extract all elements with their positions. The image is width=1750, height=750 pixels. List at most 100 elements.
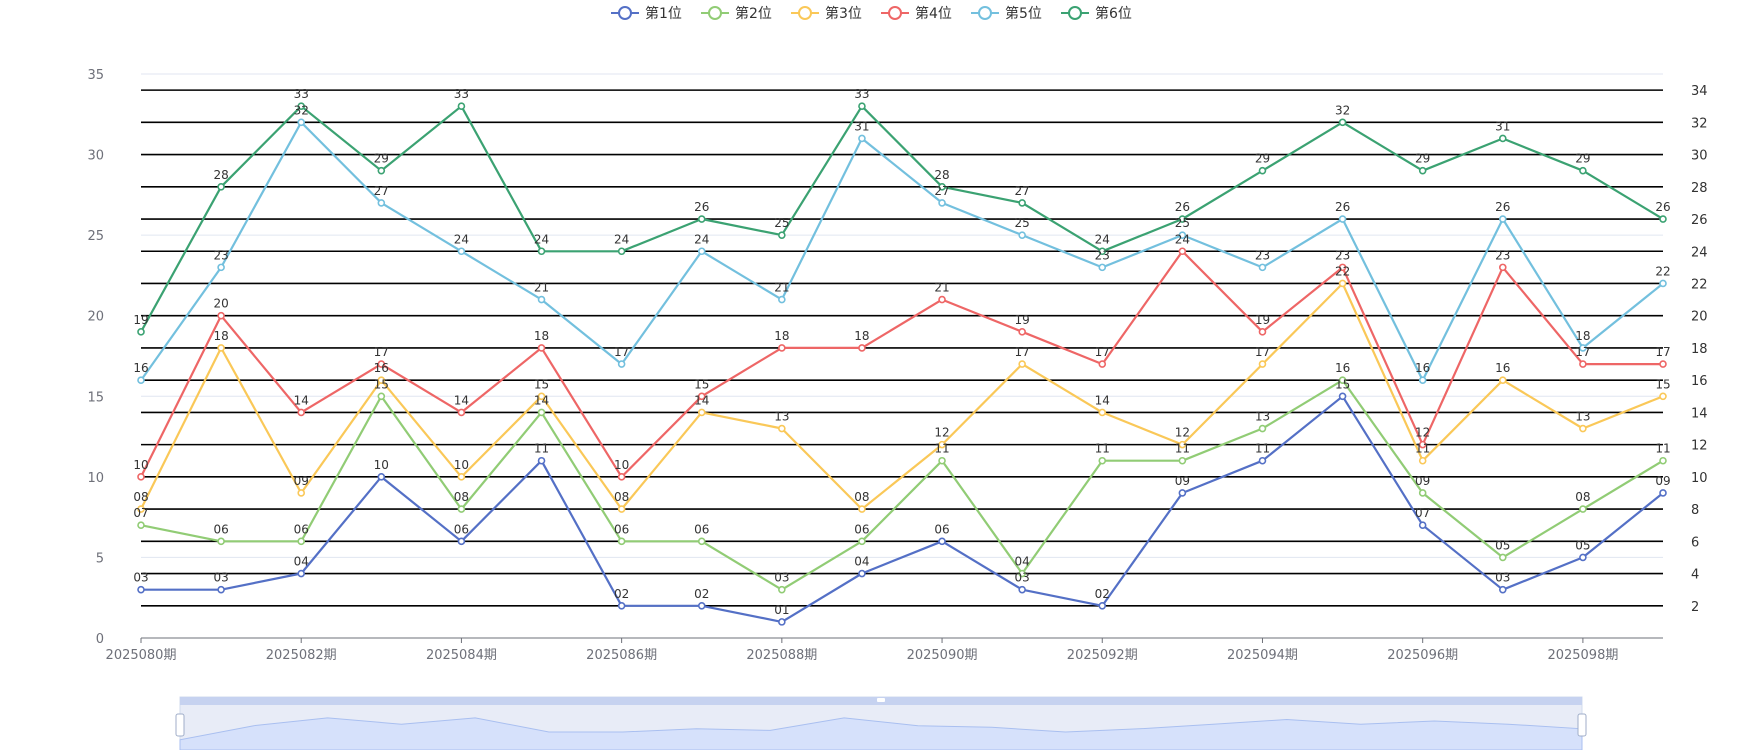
data-point[interactable] [457, 537, 466, 546]
data-point[interactable] [377, 473, 386, 481]
data-point[interactable] [617, 537, 626, 546]
data-point[interactable] [697, 215, 706, 223]
data-point[interactable] [1659, 215, 1667, 223]
data-point[interactable] [1418, 521, 1427, 530]
data-point[interactable] [1659, 279, 1667, 288]
data-point[interactable] [217, 263, 225, 272]
data-point[interactable] [938, 456, 946, 465]
data-point[interactable] [1338, 392, 1347, 401]
legend-item-1[interactable]: 第1位 [611, 5, 682, 22]
data-point[interactable] [858, 505, 866, 513]
data-point[interactable] [297, 102, 306, 111]
data-point[interactable] [457, 102, 466, 111]
data-point[interactable] [858, 134, 866, 143]
data-point[interactable] [1098, 408, 1107, 417]
series-1[interactable] [137, 392, 1667, 626]
data-zoom-slider[interactable] [175, 696, 1587, 750]
data-point[interactable] [137, 376, 145, 384]
data-point[interactable] [377, 360, 386, 368]
zoom-move-handle[interactable] [877, 698, 885, 702]
data-point[interactable] [1258, 328, 1267, 336]
data-point[interactable] [537, 344, 546, 352]
data-point[interactable] [778, 585, 786, 594]
data-point[interactable] [617, 360, 626, 368]
data-point[interactable] [858, 569, 866, 578]
data-point[interactable] [697, 247, 706, 256]
data-point[interactable] [1418, 376, 1427, 384]
data-point[interactable] [1018, 328, 1026, 336]
data-point[interactable] [1258, 456, 1267, 465]
data-point[interactable] [537, 456, 546, 465]
data-point[interactable] [1098, 247, 1107, 256]
data-point[interactable] [1258, 360, 1267, 368]
legend-item-4[interactable]: 第4位 [881, 5, 952, 22]
data-point[interactable] [1338, 118, 1347, 127]
zoom-handle-right[interactable] [1577, 713, 1587, 737]
data-point[interactable] [457, 505, 466, 513]
data-point[interactable] [537, 295, 546, 304]
data-point[interactable] [297, 537, 306, 546]
data-point[interactable] [938, 183, 946, 191]
data-point[interactable] [1018, 585, 1026, 594]
legend-item-6[interactable]: 第6位 [1061, 5, 1132, 22]
data-point[interactable] [1659, 392, 1667, 401]
data-point[interactable] [377, 166, 386, 175]
data-point[interactable] [297, 118, 306, 127]
data-point[interactable] [1178, 247, 1187, 256]
data-point[interactable] [1258, 424, 1267, 433]
data-point[interactable] [617, 601, 626, 610]
data-point[interactable] [537, 392, 546, 401]
data-point[interactable] [1498, 585, 1507, 594]
data-point[interactable] [938, 537, 946, 546]
data-point[interactable] [778, 344, 786, 352]
data-point[interactable] [617, 473, 626, 481]
data-point[interactable] [1258, 166, 1267, 175]
data-point[interactable] [858, 537, 866, 546]
series-2[interactable] [137, 376, 1667, 594]
data-point[interactable] [1418, 166, 1427, 175]
data-point[interactable] [1178, 456, 1187, 465]
series-6[interactable] [137, 102, 1667, 336]
data-point[interactable] [137, 473, 145, 481]
data-point[interactable] [1659, 489, 1667, 497]
data-point[interactable] [617, 505, 626, 513]
legend-item-3[interactable]: 第3位 [791, 5, 862, 22]
data-point[interactable] [1178, 440, 1187, 449]
data-point[interactable] [1579, 360, 1587, 368]
data-point[interactable] [1338, 376, 1347, 384]
data-point[interactable] [1098, 456, 1107, 465]
data-point[interactable] [217, 311, 225, 320]
data-point[interactable] [1338, 263, 1347, 272]
data-point[interactable] [137, 521, 145, 530]
data-point[interactable] [1498, 215, 1507, 223]
data-point[interactable] [1418, 489, 1427, 497]
data-point[interactable] [1579, 166, 1587, 175]
series-3[interactable] [137, 279, 1667, 513]
data-point[interactable] [1018, 569, 1026, 578]
data-point[interactable] [457, 408, 466, 417]
data-point[interactable] [697, 408, 706, 417]
data-point[interactable] [938, 440, 946, 449]
data-point[interactable] [617, 247, 626, 256]
data-point[interactable] [1579, 505, 1587, 513]
data-point[interactable] [217, 585, 225, 594]
data-point[interactable] [377, 376, 386, 384]
data-point[interactable] [537, 247, 546, 256]
data-point[interactable] [1498, 553, 1507, 562]
data-point[interactable] [858, 102, 866, 111]
data-point[interactable] [1098, 263, 1107, 272]
zoom-handle-left[interactable] [175, 713, 185, 737]
data-point[interactable] [858, 344, 866, 352]
legend-item-5[interactable]: 第5位 [971, 5, 1042, 22]
data-point[interactable] [1498, 376, 1507, 384]
data-point[interactable] [778, 295, 786, 304]
data-point[interactable] [1178, 215, 1187, 223]
data-point[interactable] [1418, 456, 1427, 465]
data-point[interactable] [457, 473, 466, 481]
data-point[interactable] [778, 231, 786, 239]
data-point[interactable] [1098, 601, 1107, 610]
data-point[interactable] [537, 408, 546, 417]
data-point[interactable] [1579, 424, 1587, 433]
legend[interactable]: 第1位 第2位 第3位 第4位 第5位 第6位 [611, 5, 1132, 22]
data-point[interactable] [1338, 215, 1347, 223]
